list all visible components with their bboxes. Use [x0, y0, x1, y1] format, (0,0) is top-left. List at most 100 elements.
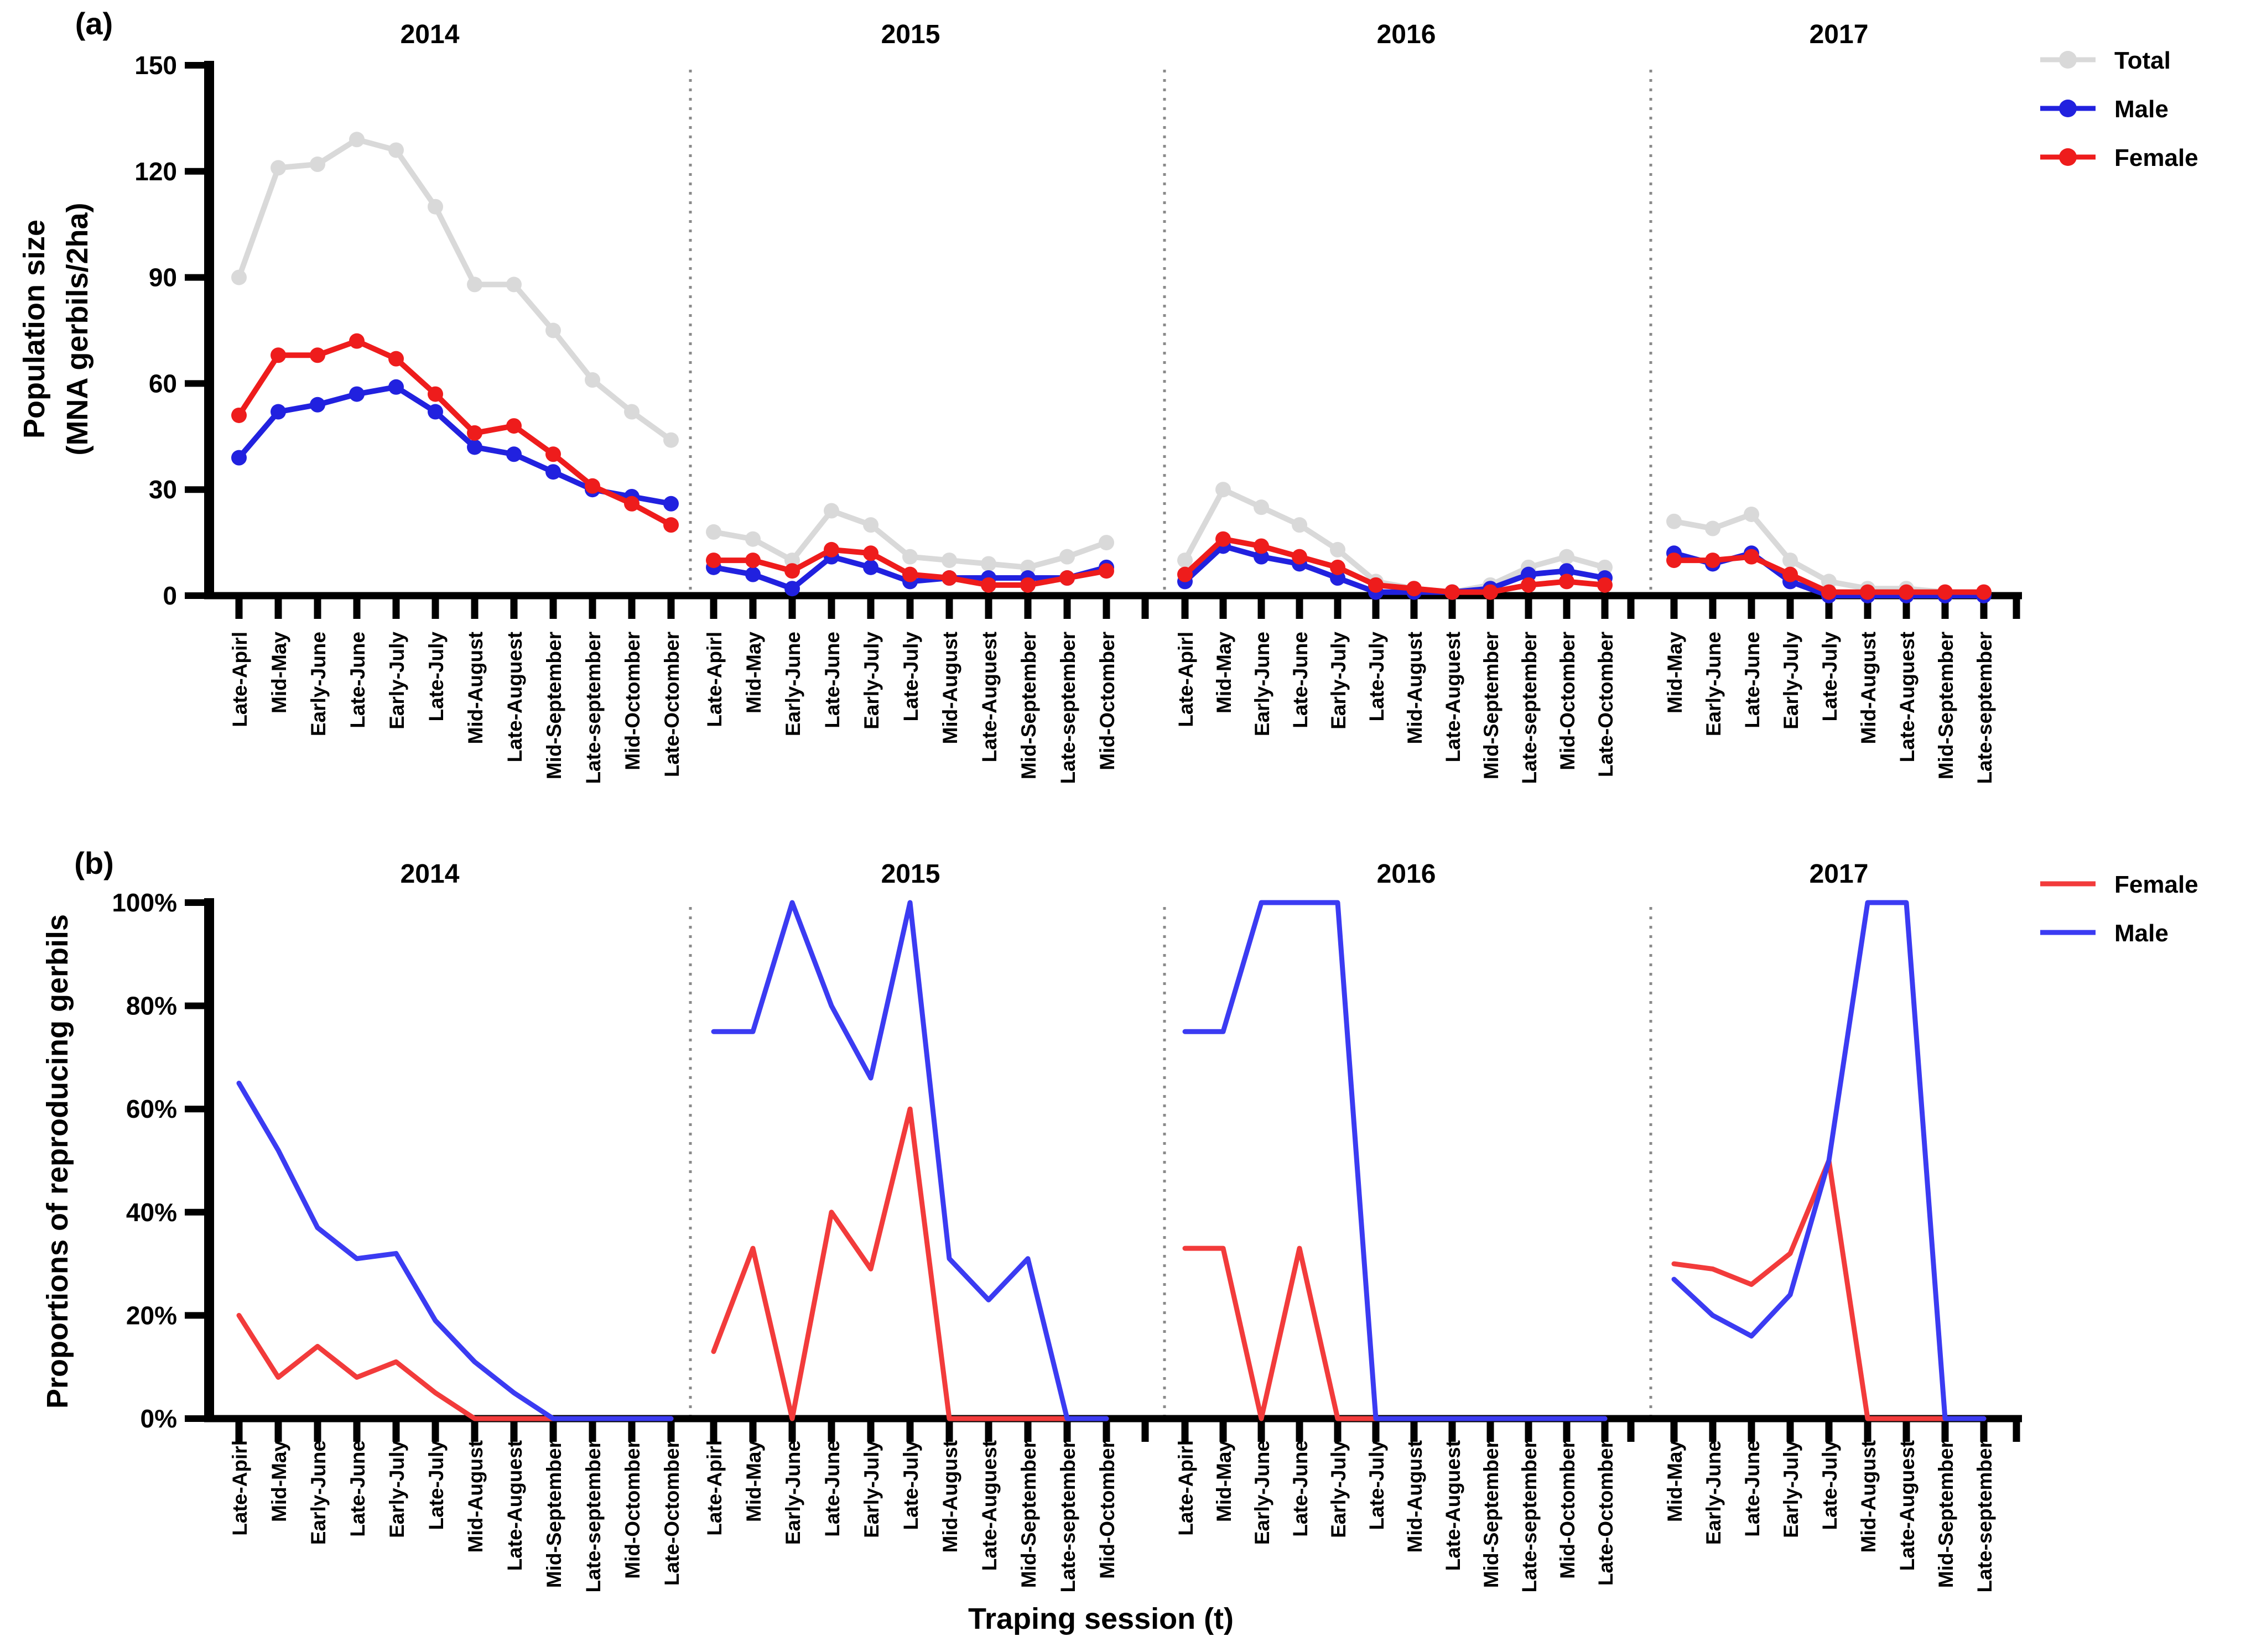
data-point-female-2015	[902, 566, 918, 582]
data-point-total-2017	[1821, 574, 1837, 590]
x-tick-label: Mid-Octomber	[621, 632, 644, 770]
x-tick-label: Late-september	[1518, 1440, 1541, 1593]
x-tick-label: Late-Auguest	[1896, 1440, 1919, 1571]
x-tick-label: Mid-September	[1017, 632, 1040, 779]
data-point-female-2015	[1099, 563, 1114, 579]
data-point-total-2014	[467, 277, 482, 293]
data-point-female-2016	[1483, 584, 1498, 600]
data-point-female-2016	[1330, 559, 1345, 575]
data-point-total-2016	[1292, 517, 1307, 533]
panel-a-chart: 0 30 60 90 120 150 2014 Late-Apirl Mid-May Early-…	[134, 20, 2198, 784]
x-tick-label: Late-Octomber	[661, 1440, 683, 1586]
panel-a-y-axis-title-line1: Population size	[18, 220, 51, 439]
panel-b-letter: (b)	[74, 846, 114, 880]
data-point-male-2015	[784, 581, 800, 597]
x-tick-label: Late-June	[346, 1440, 369, 1537]
data-point-female-2015	[863, 545, 878, 561]
x-tick-label: Mid-Octomber	[1556, 1440, 1579, 1579]
data-point-total-2015	[784, 553, 800, 569]
x-tick-label: Late-July	[1365, 632, 1388, 722]
x-tick-label: Early-June	[1251, 1440, 1273, 1545]
legend-label-male: Male	[2114, 96, 2169, 123]
x-tick-label: Early-July	[1327, 1440, 1350, 1538]
series-line-male-2014	[236, 1081, 674, 1421]
x-tick-label: Late-september	[582, 632, 605, 784]
data-point-female-2014	[506, 418, 522, 434]
x-tick-label: Late-July	[425, 1440, 448, 1530]
x-tick-label: Mid-August	[1857, 1440, 1880, 1552]
data-point-total-2015	[942, 553, 957, 569]
data-point-female-2016	[1215, 531, 1231, 547]
data-point-female-2017	[1860, 584, 1875, 600]
data-point-total-2014	[663, 432, 679, 448]
legend-dot-total	[2059, 51, 2077, 69]
x-tick-label: Late-september	[1057, 1440, 1079, 1593]
data-point-female-2014	[271, 347, 286, 363]
x-tick-label: Late-June	[1741, 632, 1764, 728]
x-tick-label: Mid-August	[1403, 1440, 1426, 1552]
x-tick-label: Early-July	[1327, 632, 1350, 729]
data-point-total-2014	[585, 372, 600, 388]
year-header-2017: 2017	[1810, 859, 1869, 889]
data-point-female-2015	[1020, 577, 1036, 593]
data-point-total-2015	[902, 549, 918, 565]
data-point-male-2016	[1330, 570, 1345, 586]
data-point-total-2017	[1782, 553, 1798, 569]
data-point-total-2015	[1099, 535, 1114, 551]
data-point-male-2014	[349, 386, 365, 402]
x-tick-label: Late-Auguest	[503, 632, 526, 762]
y-tick-label: 30	[149, 475, 177, 504]
x-tick-label: Late-July	[425, 632, 448, 722]
legend-dot-male	[2059, 100, 2077, 117]
data-point-female-2015	[745, 553, 761, 569]
data-point-total-2014	[624, 404, 640, 420]
data-point-female-2014	[428, 386, 443, 402]
x-tick-label: Mid-August	[1403, 632, 1426, 744]
data-point-male-2016	[1521, 566, 1536, 582]
x-tick-label: Mid-August	[464, 1440, 487, 1552]
y-tick-label: 0%	[141, 1404, 177, 1433]
data-point-female-2017	[1899, 584, 1914, 600]
data-point-female-2017	[1821, 584, 1837, 600]
data-point-total-2014	[545, 322, 561, 338]
x-tick-label: Mid-August	[939, 632, 961, 744]
x-tick-label: Late-september	[1973, 632, 1996, 784]
x-tick-label: Early-July	[860, 1440, 883, 1538]
x-tick-label: Late-september	[1057, 632, 1079, 784]
data-point-total-2014	[349, 132, 365, 148]
year-header-2017: 2017	[1810, 20, 1869, 49]
data-point-total-2016	[1254, 499, 1269, 515]
data-point-total-2014	[388, 142, 404, 158]
x-tick-label: Late-Apirl	[1174, 1440, 1197, 1536]
x-tick-label: Mid-September	[1480, 1440, 1503, 1588]
year-header-2014: 2014	[401, 859, 460, 889]
y-tick-label: 80%	[126, 992, 177, 1020]
x-tick-label: Late-July	[1365, 1440, 1388, 1530]
data-point-total-2017	[1705, 520, 1720, 536]
data-point-female-2015	[706, 553, 721, 569]
x-tick-label: Late-Auguest	[978, 1440, 1001, 1571]
x-tick-label: Early-June	[782, 632, 804, 736]
panel-b-chart: 0% 20% 40% 60% 80% 100% 2014 Late-Apirl Mid-May E…	[112, 859, 2198, 1593]
x-tick-label: Early-June	[782, 1440, 804, 1545]
x-tick-label: Mid-September	[1480, 632, 1503, 779]
x-tick-label: Late-Apirl	[1174, 632, 1197, 727]
x-tick-label: Late-Apirl	[228, 632, 251, 727]
x-tick-label: Late-July	[1818, 1440, 1841, 1530]
data-point-male-2015	[745, 566, 761, 582]
data-point-female-2014	[388, 351, 404, 367]
year-header-2016: 2016	[1377, 859, 1436, 889]
data-point-female-2014	[231, 407, 247, 423]
data-point-total-2014	[428, 199, 443, 215]
data-point-female-2014	[467, 425, 482, 441]
data-point-total-2014	[310, 157, 325, 173]
legend-label-female: Female	[2114, 871, 2198, 898]
data-point-male-2014	[506, 446, 522, 462]
x-tick-label: Late-June	[346, 632, 369, 728]
data-point-total-2016	[1177, 553, 1193, 569]
data-point-male-2014	[467, 439, 482, 455]
x-axis-title: Traping session (t)	[968, 1602, 1234, 1635]
x-tick-label: Late-June	[821, 632, 844, 728]
x-tick-label: Early-June	[1251, 632, 1273, 736]
